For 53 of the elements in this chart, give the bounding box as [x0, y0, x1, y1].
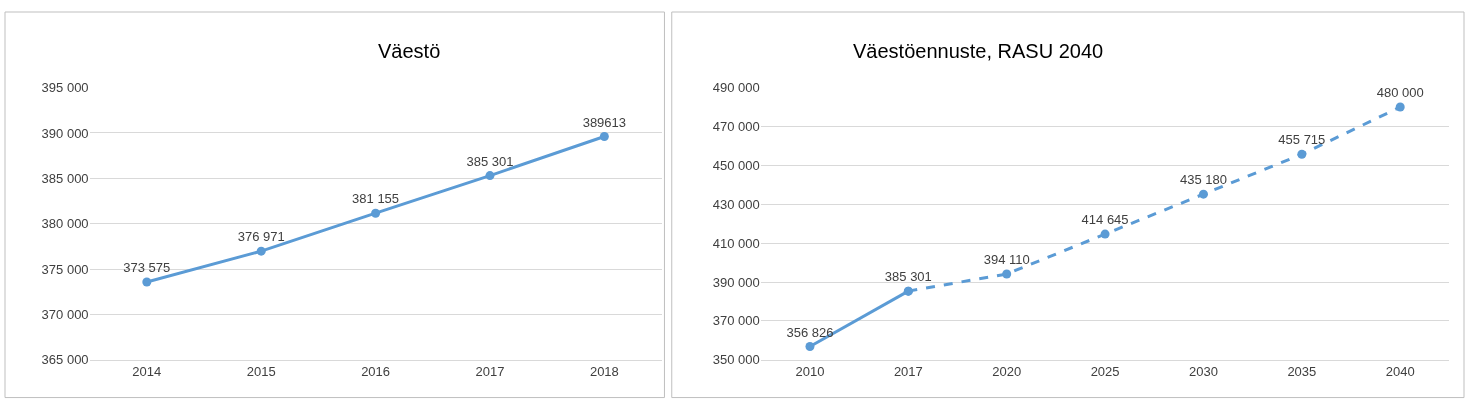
point [903, 286, 913, 296]
point [805, 341, 815, 351]
point [1297, 149, 1307, 159]
data-label: 455 715 [1278, 132, 1326, 148]
y-tick-label: 390 000 [712, 274, 760, 290]
x-tick-label: 2040 [1385, 364, 1415, 380]
y-tick-label: 385 000 [41, 170, 89, 186]
y-tick-label: 395 000 [41, 80, 89, 96]
data-label: 376 971 [237, 229, 285, 245]
point [1100, 229, 1110, 239]
point [1395, 102, 1405, 112]
x-tick-label: 2016 [361, 364, 391, 380]
x-tick-label: 2017 [893, 364, 923, 380]
point [599, 131, 609, 141]
x-tick-label: 2010 [795, 364, 825, 380]
y-tick-label: 490 000 [712, 80, 760, 96]
y-tick-label: 470 000 [712, 119, 760, 135]
data-label: 435 180 [1179, 172, 1227, 188]
x-tick-label: 2017 [475, 364, 505, 380]
y-tick-label: 365 000 [41, 352, 89, 368]
data-label: 480 000 [1376, 85, 1424, 101]
x-tick-label: 2018 [589, 364, 619, 380]
point [1002, 269, 1012, 279]
x-tick-label: 2014 [132, 364, 162, 380]
x-tick-label: 2020 [992, 364, 1022, 380]
x-tick-label: 2030 [1189, 364, 1218, 380]
chart-title: Väestö [378, 40, 441, 62]
y-tick-label: 430 000 [712, 196, 760, 212]
point [371, 208, 381, 218]
x-tick-label: 2025 [1090, 364, 1120, 380]
data-label: 356 826 [786, 324, 834, 340]
x-tick-label: 2015 [246, 364, 276, 380]
point [1198, 189, 1208, 199]
chart-title: Väestöennuste, RASU 2040 [853, 40, 1104, 62]
y-tick-label: 410 000 [712, 235, 760, 251]
data-label: 373 575 [123, 260, 171, 276]
data-label: 414 645 [1081, 212, 1129, 228]
y-tick-label: 375 000 [41, 261, 89, 277]
y-tick-label: 350 000 [712, 352, 760, 368]
point [142, 277, 152, 287]
data-label: 389613 [582, 114, 627, 130]
data-label: 394 110 [983, 252, 1030, 268]
point [256, 246, 266, 256]
data-label: 385 301 [466, 153, 514, 169]
y-tick-label: 390 000 [41, 125, 89, 141]
data-label: 381 155 [352, 191, 400, 207]
y-tick-label: 370 000 [41, 306, 89, 322]
x-tick-label: 2035 [1287, 364, 1317, 380]
data-label: 385 301 [884, 269, 932, 285]
y-tick-label: 370 000 [712, 313, 760, 329]
y-tick-label: 450 000 [712, 157, 760, 173]
point [485, 171, 495, 181]
y-tick-label: 380 000 [41, 216, 89, 232]
